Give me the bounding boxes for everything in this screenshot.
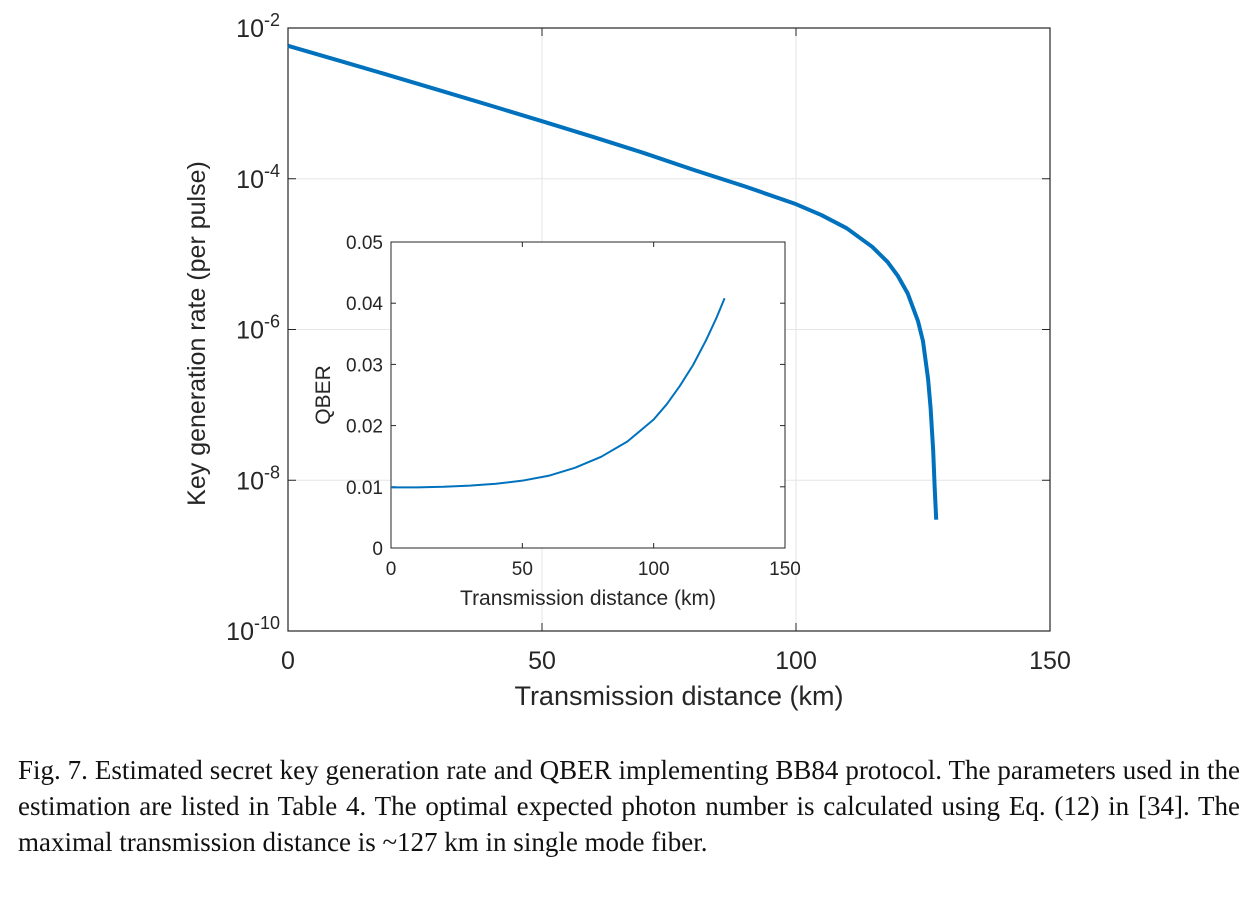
main-series — [287, 43, 939, 520]
main-y-tick-label: 10-4 — [236, 161, 280, 194]
inset-x-tick-label: 0 — [386, 559, 397, 580]
inset-x-tick-label: 100 — [638, 559, 670, 580]
inset-x-tick-label: 50 — [512, 559, 533, 580]
inset-y-tick-label: 0.03 — [346, 355, 383, 376]
inset-y-tick-label: 0 — [372, 539, 383, 560]
inset-tick-labels: 0 50 100 150 0 0.01 0.02 0.03 0.04 0.05 — [346, 233, 801, 580]
main-x-tick-label: 100 — [775, 647, 817, 675]
inset-series — [391, 297, 726, 489]
main-x-axis-label: Transmission distance (km) — [514, 681, 843, 711]
inset-y-tick-label: 0.05 — [346, 233, 383, 254]
main-tick-labels: 0 50 100 150 10-10 10-8 10-6 10-4 10-2 — [226, 10, 1071, 675]
figure-chart: 0 50 100 150 10-10 10-8 10-6 10-4 10-2 Transmiss… — [183, 10, 1071, 711]
main-y-tick-label: 10-10 — [226, 613, 280, 646]
inset-y-axis-label: QBER — [312, 365, 335, 425]
main-ticks — [287, 27, 1051, 632]
inset-x-axis-label: Transmission distance (km) — [460, 587, 716, 610]
main-chart: 0 50 100 150 10-10 10-8 10-6 10-4 10-2 Transmiss… — [183, 10, 1071, 711]
main-y-axis-label: Key generation rate (per pulse) — [183, 161, 211, 506]
inset-background — [391, 242, 785, 548]
inset-plot-frame — [390, 241, 786, 549]
main-series-line — [287, 43, 939, 520]
figure-caption: Fig. 7. Estimated secret key generation … — [18, 755, 1240, 857]
inset-x-tick-label: 150 — [769, 559, 801, 580]
inset-y-tick-label: 0.04 — [346, 294, 383, 315]
main-x-tick-label: 150 — [1029, 647, 1071, 675]
main-y-tick-label: 10-2 — [236, 10, 280, 43]
inset-chart: 0 50 100 150 0 0.01 0.02 0.03 0.04 0.05 Transmiss… — [312, 233, 801, 610]
inset-series-line — [391, 297, 726, 489]
inset-y-tick-label: 0.02 — [346, 417, 383, 438]
main-y-tick-label: 10-8 — [236, 462, 280, 495]
inset-y-tick-label: 0.01 — [346, 478, 383, 499]
main-y-tick-label: 10-6 — [236, 312, 280, 345]
main-x-tick-label: 50 — [528, 647, 556, 675]
main-x-tick-label: 0 — [281, 647, 295, 675]
